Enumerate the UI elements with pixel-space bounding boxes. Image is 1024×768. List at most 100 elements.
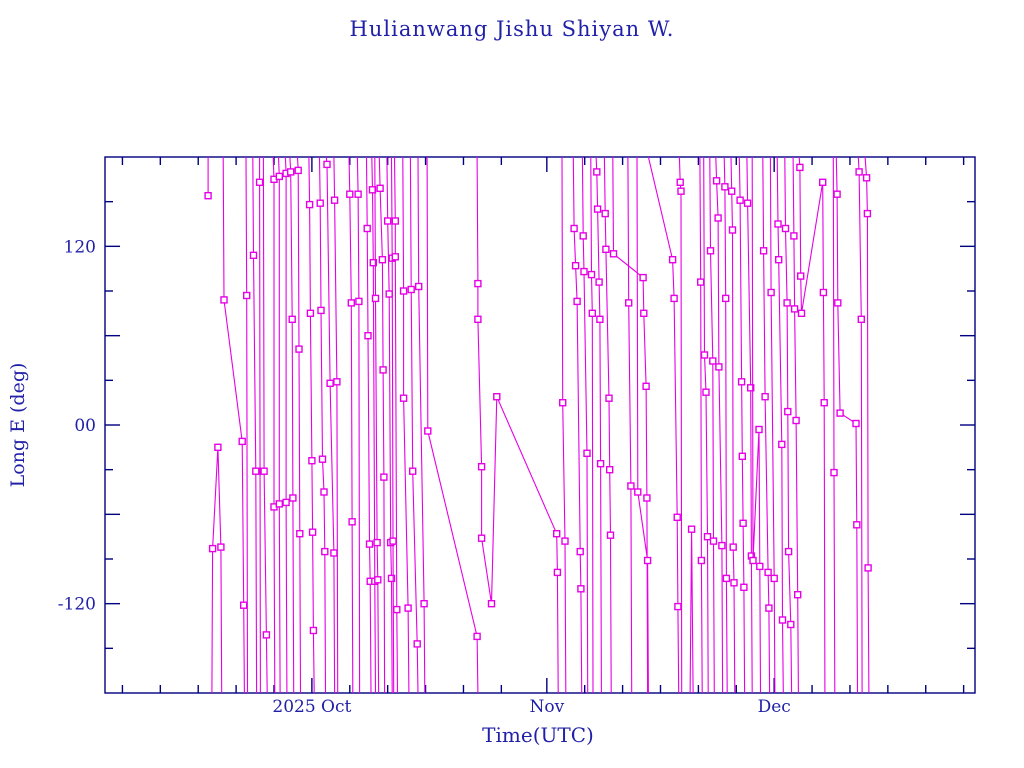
data-point-marker [728, 187, 736, 195]
data-point-marker [593, 205, 602, 213]
data-point-marker [391, 253, 399, 261]
data-point-marker [220, 296, 228, 304]
data-point-marker [238, 437, 246, 446]
data-point-marker [759, 247, 768, 255]
data-point-marker [374, 576, 382, 584]
data-point-marker [639, 273, 647, 282]
satellite-track-line [723, 157, 728, 693]
data-point-marker [722, 294, 730, 303]
satellite-track-line [647, 157, 680, 693]
satellite-track-line [289, 157, 295, 693]
data-point-marker [424, 427, 432, 435]
data-point-marker [387, 574, 396, 583]
data-point-marker [571, 262, 580, 270]
satellite-track-line [798, 157, 826, 693]
data-point-marker [404, 604, 412, 612]
y-tick-label: 00 [74, 416, 96, 436]
data-point-marker [784, 547, 793, 556]
data-point-marker [326, 379, 334, 387]
data-point-marker [697, 278, 705, 286]
satellite-track-line [751, 157, 762, 693]
data-point-marker [249, 251, 258, 260]
data-point-marker [743, 199, 752, 207]
data-point-marker [348, 518, 356, 526]
data-point-marker [365, 540, 374, 548]
data-point-marker [625, 299, 633, 307]
data-point-marker [836, 409, 844, 417]
data-point-marker [674, 602, 682, 611]
y-axis-title: Long E (deg) [7, 363, 29, 488]
data-point-marker [863, 209, 872, 218]
data-point-marker [778, 440, 786, 449]
data-point-marker [609, 250, 618, 258]
data-point-marker [320, 488, 328, 496]
chart-title: Hulianwang Jishu Shiyan W. [350, 17, 675, 41]
satellite-track-line [595, 157, 602, 693]
data-point-marker [857, 315, 865, 323]
data-point-marker [697, 556, 706, 565]
satellite-track-line [417, 157, 426, 693]
data-point-marker [596, 315, 604, 323]
data-point-marker [730, 579, 738, 587]
data-point-marker [728, 226, 737, 234]
satellite-track-line [296, 157, 302, 693]
data-point-marker [305, 200, 314, 209]
data-point-marker [703, 533, 712, 541]
satellite-track-line [356, 157, 361, 693]
satellite-track-line [365, 157, 372, 693]
data-point-marker [579, 232, 587, 240]
data-point-marker [706, 247, 715, 255]
satellite-track-line [864, 157, 870, 693]
data-point-marker [797, 309, 806, 317]
data-point-marker [389, 537, 397, 545]
data-point-marker [378, 256, 387, 264]
data-point-marker [853, 521, 861, 529]
data-point-marker [262, 631, 271, 639]
satellite-track-line [222, 157, 245, 693]
data-point-marker [700, 351, 709, 359]
satellite-track-line [678, 157, 683, 693]
axes-frame [104, 156, 976, 694]
data-point-marker [794, 591, 802, 599]
data-point-marker [755, 425, 763, 434]
axis-ticks [105, 157, 975, 693]
data-point-marker [355, 297, 363, 306]
data-point-marker [369, 259, 377, 267]
data-point-marker [559, 399, 567, 407]
data-point-marker [715, 363, 723, 371]
data-point-marker [393, 605, 401, 614]
data-point-marker [316, 199, 324, 207]
data-point-marker [833, 190, 841, 198]
data-point-marker [595, 278, 603, 286]
data-point-marker [354, 190, 362, 198]
data-point-marker [596, 460, 605, 468]
data-point-marker [767, 288, 775, 297]
data-point-marker [576, 547, 584, 556]
satellite-track-line [318, 157, 327, 693]
data-point-marker [736, 196, 744, 204]
data-point-marker [204, 191, 212, 200]
data-point-marker [784, 407, 792, 416]
data-point-marker [778, 616, 787, 624]
data-point-marker [764, 568, 772, 577]
satellite-track-line [426, 157, 479, 693]
data-point-marker [487, 600, 496, 608]
data-point-marker [855, 168, 863, 176]
satellite-track-line [284, 157, 288, 693]
data-point-marker [363, 224, 371, 233]
data-point-marker [282, 498, 290, 507]
data-point-marker [208, 544, 217, 553]
data-point-marker [676, 178, 684, 187]
data-point-marker [790, 305, 799, 313]
satellite-track-line [699, 157, 703, 693]
data-point-marker [702, 388, 710, 396]
data-point-marker [371, 294, 380, 303]
satellite-track-line [627, 157, 633, 693]
data-point-marker [643, 494, 651, 502]
data-point-marker [330, 549, 338, 557]
data-point-marker [295, 345, 303, 353]
data-point-marker [834, 299, 842, 307]
data-point-marker [640, 309, 648, 317]
